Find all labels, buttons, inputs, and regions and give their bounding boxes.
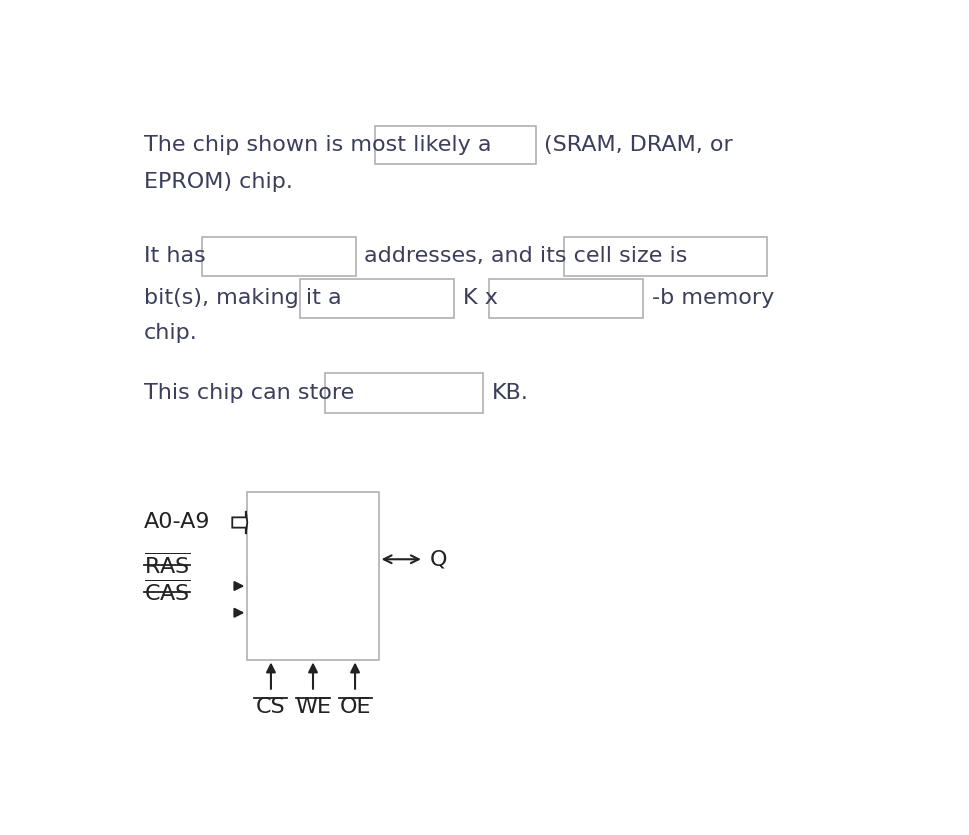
FancyBboxPatch shape xyxy=(489,279,643,317)
Text: The chip shown is most likely a: The chip shown is most likely a xyxy=(143,135,491,155)
Text: $\overline{\rm CAS}$: $\overline{\rm CAS}$ xyxy=(143,579,191,605)
FancyBboxPatch shape xyxy=(247,493,379,660)
Text: It has: It has xyxy=(143,245,205,266)
Text: chip.: chip. xyxy=(143,323,198,343)
Text: bit(s), making it a: bit(s), making it a xyxy=(143,287,341,307)
Text: WE: WE xyxy=(295,697,331,717)
Text: A0-A9: A0-A9 xyxy=(143,513,210,533)
Text: $\overline{\rm RAS}$: $\overline{\rm RAS}$ xyxy=(143,553,191,579)
Text: CS: CS xyxy=(256,697,286,717)
FancyBboxPatch shape xyxy=(564,237,766,276)
FancyBboxPatch shape xyxy=(203,237,357,276)
Text: Q: Q xyxy=(430,549,448,569)
FancyBboxPatch shape xyxy=(326,373,484,413)
Polygon shape xyxy=(233,511,247,534)
Text: KB.: KB. xyxy=(492,382,529,402)
FancyBboxPatch shape xyxy=(375,126,537,164)
Text: addresses, and its cell size is: addresses, and its cell size is xyxy=(363,245,687,266)
Text: OE: OE xyxy=(339,697,371,717)
Text: K x: K x xyxy=(463,287,498,307)
Text: EPROM) chip.: EPROM) chip. xyxy=(143,172,293,192)
Text: This chip can store: This chip can store xyxy=(143,382,354,402)
Text: (SRAM, DRAM, or: (SRAM, DRAM, or xyxy=(544,135,733,155)
Text: -b memory: -b memory xyxy=(652,287,774,307)
FancyBboxPatch shape xyxy=(299,279,453,317)
